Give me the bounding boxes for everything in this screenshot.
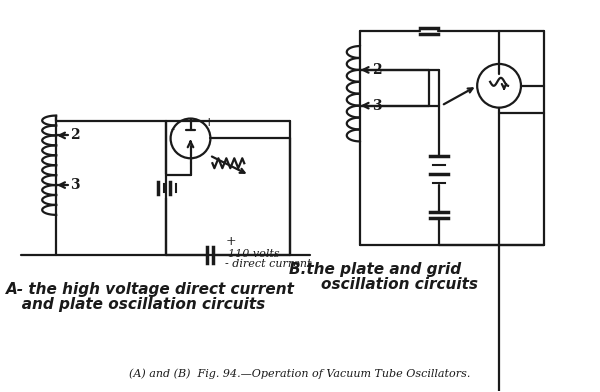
Text: (A) and (B)  Fig. 94.—Operation of Vacuum Tube Oscillators.: (A) and (B) Fig. 94.—Operation of Vacuum… [130, 368, 470, 379]
Text: 2: 2 [371, 63, 381, 77]
Text: oscillation circuits: oscillation circuits [321, 277, 478, 292]
Text: 3: 3 [70, 178, 80, 192]
Text: +: + [226, 235, 236, 248]
Text: and plate oscillation circuits: and plate oscillation circuits [7, 297, 266, 312]
Text: B.the plate and grid: B.the plate and grid [289, 262, 461, 278]
Text: 3: 3 [371, 99, 381, 113]
Text: 2: 2 [70, 129, 80, 142]
Text: +: + [203, 116, 214, 129]
Text: - direct current: - direct current [226, 260, 312, 269]
Text: -: - [170, 123, 175, 136]
Text: 110 volts: 110 volts [229, 249, 280, 259]
Text: A- the high voltage direct current: A- the high voltage direct current [7, 282, 295, 297]
